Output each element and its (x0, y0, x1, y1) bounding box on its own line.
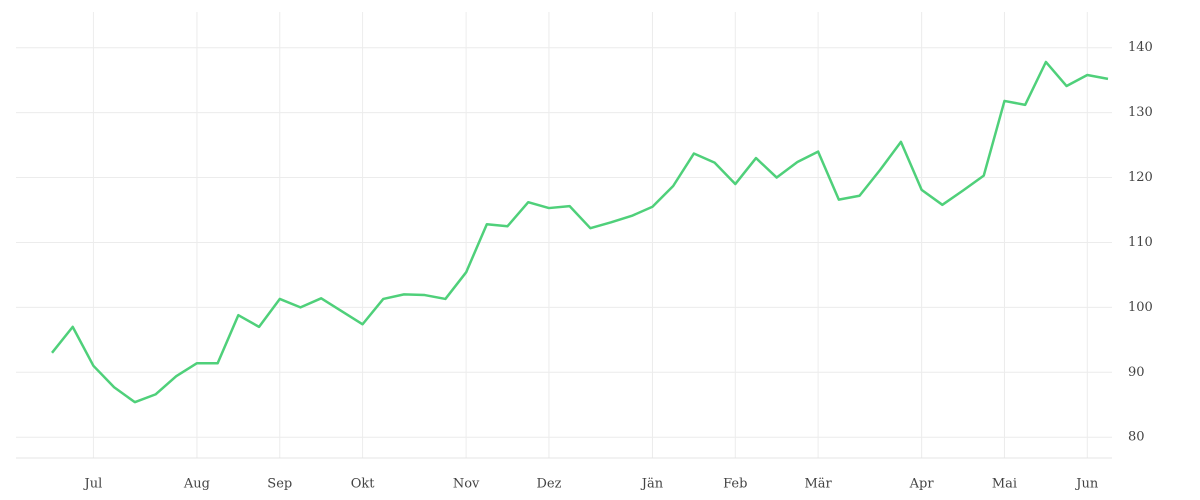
x-tick-label: Feb (723, 477, 747, 492)
y-tick-label: 140 (1128, 40, 1153, 55)
y-tick-label: 130 (1128, 105, 1153, 120)
data-line (51, 60, 1109, 404)
x-tick-label: Nov (453, 477, 480, 492)
x-tick-label: Aug (183, 477, 210, 492)
y-tick-label: 110 (1128, 235, 1153, 250)
x-tick-label: Mai (992, 477, 1017, 492)
x-tick-label: Sep (267, 477, 292, 492)
y-tick-label: 100 (1128, 300, 1153, 315)
x-tick-label: Jun (1074, 477, 1099, 492)
y-tick-label: 120 (1128, 170, 1153, 185)
x-tick-label: Apr (909, 477, 935, 492)
y-tick-label: 90 (1128, 365, 1145, 380)
y-tick-label: 80 (1128, 430, 1145, 445)
x-tick-label: Jul (83, 477, 103, 492)
x-tick-label: Dez (536, 477, 561, 492)
x-tick-label: Mär (804, 477, 832, 492)
x-tick-label: Okt (351, 477, 376, 492)
x-tick-label: Jän (640, 477, 664, 492)
